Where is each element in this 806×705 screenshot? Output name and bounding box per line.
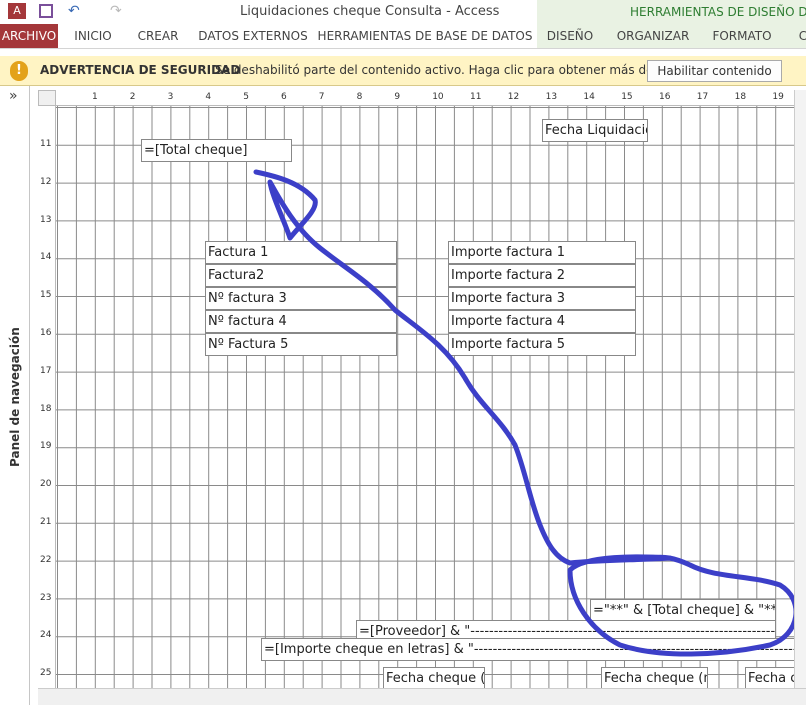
ruler-number: 21 xyxy=(40,517,52,527)
file-tab-bg xyxy=(0,24,58,48)
ribbon-tab[interactable]: C xyxy=(798,29,806,43)
ruler-number: 7 xyxy=(318,92,325,102)
horizontal-scrollbar[interactable] xyxy=(38,688,806,705)
ruler-number: 10 xyxy=(432,92,444,102)
window-title: Liquidaciones cheque Consulta - Access xyxy=(240,4,500,19)
nav-toggle[interactable]: » xyxy=(9,88,18,104)
ruler-number: 14 xyxy=(40,252,52,263)
ruler-number: 20 xyxy=(40,479,52,490)
ruler-number: 17 xyxy=(696,92,709,102)
ribbon-divider xyxy=(0,48,806,56)
ruler-number: 4 xyxy=(205,92,212,102)
context-tab-title: HERRAMIENTAS DE DISEÑO DE INF xyxy=(630,5,806,19)
horizontal-ruler: 1 2 3 4 5 6 7 8 9 10 11 12 13 14 15 16 17 18 19 xyxy=(56,90,806,106)
ruler-number: 18 xyxy=(40,403,52,414)
ribbon-tab[interactable]: DISEÑO xyxy=(546,29,594,43)
ruler-number: 12 xyxy=(507,92,520,102)
ruler-number: 9 xyxy=(394,92,401,102)
ribbon-tab[interactable]: ORGANIZAR xyxy=(616,29,690,43)
report-control[interactable]: Nº factura 4 xyxy=(205,310,397,333)
report-control[interactable]: ="**" & [Total cheque] & "**" xyxy=(590,599,776,622)
ruler-number: 12 xyxy=(40,176,52,187)
ruler-number: 13 xyxy=(40,214,52,225)
report-control[interactable]: Importe factura 4 xyxy=(448,310,636,333)
report-control[interactable]: Fecha cheque (c xyxy=(383,667,485,690)
redo-icon[interactable]: ↷ xyxy=(110,3,122,19)
ruler-number: 23 xyxy=(40,592,52,603)
nav-pane-label[interactable]: Panel de navegación xyxy=(8,327,22,467)
report-control[interactable]: Nº factura 3 xyxy=(205,287,397,310)
ruler-number: 15 xyxy=(40,290,52,301)
ruler-number: 14 xyxy=(583,92,595,102)
vertical-scrollbar[interactable] xyxy=(794,90,806,688)
ruler-number: 11 xyxy=(40,139,52,149)
report-control[interactable]: Factura 1 xyxy=(205,241,397,264)
ruler-number: 16 xyxy=(40,328,52,338)
ribbon-tab[interactable]: ARCHIVO xyxy=(1,29,57,43)
nav-pane xyxy=(0,86,30,705)
security-label: ADVERTENCIA DE SEGURIDAD xyxy=(40,63,241,77)
report-control[interactable]: Importe factura 1 xyxy=(448,241,636,264)
ruler-number: 11 xyxy=(470,92,482,102)
context-tab-area xyxy=(537,0,806,48)
ruler-number: 3 xyxy=(167,92,174,102)
report-control[interactable]: Fecha cheque (m xyxy=(601,667,708,690)
ruler-number: 5 xyxy=(243,92,249,102)
ruler-number: 17 xyxy=(40,365,52,376)
ruler-number: 24 xyxy=(40,630,52,641)
ruler-number: 16 xyxy=(659,92,671,102)
report-control[interactable]: Importe factura 3 xyxy=(448,287,636,310)
ruler-number: 13 xyxy=(545,92,558,102)
undo-icon[interactable]: ↶ xyxy=(68,3,80,19)
report-control[interactable]: Importe factura 2 xyxy=(448,264,636,287)
vertical-ruler: 11 12 13 14 15 16 17 18 19 20 21 22 23 24 25 xyxy=(38,106,56,688)
ruler-number: 6 xyxy=(281,92,287,102)
ruler-corner xyxy=(38,90,56,106)
ribbon-tab[interactable]: HERRAMIENTAS DE BASE DE DATOS xyxy=(317,29,533,43)
security-message: Se deshabilitó parte del contenido activ… xyxy=(215,63,690,77)
ribbon-tab[interactable]: INICIO xyxy=(74,29,112,43)
enable-content-button[interactable]: Habilitar contenido xyxy=(647,60,782,82)
ruler-number: 8 xyxy=(356,92,363,102)
ruler-number: 22 xyxy=(40,554,52,565)
save-icon[interactable] xyxy=(39,4,53,18)
ribbon-tab[interactable]: FORMATO xyxy=(712,29,772,43)
ruler-number: 25 xyxy=(40,668,52,679)
ribbon-tab[interactable]: CREAR xyxy=(137,29,179,43)
report-control[interactable]: Fecha Liquidació xyxy=(542,119,648,142)
ruler-number: 1 xyxy=(92,92,98,102)
report-control[interactable]: Importe factura 5 xyxy=(448,333,636,356)
ruler-number: 2 xyxy=(129,92,136,102)
ruler-number: 18 xyxy=(734,92,747,102)
report-control[interactable]: =[Importe cheque en letras] & "---------… xyxy=(261,638,795,661)
report-control[interactable]: =[Total cheque] xyxy=(141,139,292,162)
ruler-number: 19 xyxy=(40,441,52,452)
report-control[interactable]: Nº Factura 5 xyxy=(205,333,397,356)
ruler-number: 19 xyxy=(772,92,784,102)
app-icon: A xyxy=(8,3,26,19)
report-control[interactable]: Factura2 xyxy=(205,264,397,287)
report-control[interactable]: Fecha c xyxy=(745,667,796,690)
ruler-number: 15 xyxy=(621,92,633,102)
ribbon-tab[interactable]: DATOS EXTERNOS xyxy=(198,29,308,43)
warning-icon: ! xyxy=(10,61,28,81)
